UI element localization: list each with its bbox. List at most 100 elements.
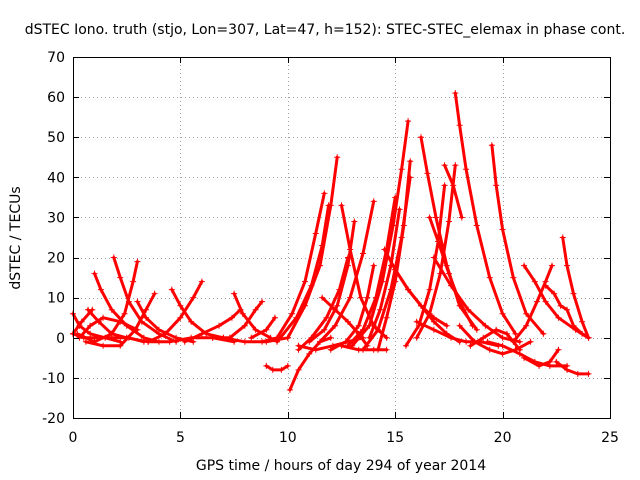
- data-point: [413, 334, 420, 341]
- data-point: [252, 306, 259, 313]
- series-line: [376, 159, 412, 352]
- series-line: [415, 320, 500, 348]
- data-point: [499, 226, 506, 233]
- data-point: [574, 370, 581, 377]
- data-point: [540, 330, 547, 337]
- data-point: [370, 346, 377, 353]
- data-point: [134, 258, 141, 265]
- x-tick-label: 0: [69, 430, 78, 446]
- data-point: [555, 346, 562, 353]
- data-point: [456, 122, 463, 129]
- y-tick-label: 10: [47, 291, 65, 307]
- y-tick-label: 0: [56, 331, 65, 347]
- data-series: [430, 254, 523, 345]
- data-point: [344, 318, 351, 325]
- data-point: [499, 342, 506, 349]
- data-point: [441, 182, 448, 189]
- data-point: [123, 334, 130, 341]
- data-point: [351, 218, 358, 225]
- data-point: [190, 338, 197, 345]
- y-tick-label: 20: [47, 251, 65, 267]
- data-point: [542, 298, 549, 305]
- data-point: [413, 318, 420, 325]
- data-point: [347, 294, 354, 301]
- plot-frame: [73, 57, 611, 419]
- data-point: [220, 334, 227, 341]
- data-point: [467, 342, 474, 349]
- data-point: [241, 338, 248, 345]
- data-point: [166, 338, 173, 345]
- data-point: [452, 162, 459, 169]
- data-series: [467, 326, 523, 353]
- data-series: [284, 154, 341, 341]
- data-point: [216, 322, 223, 329]
- data-point: [91, 270, 98, 277]
- data-point: [306, 350, 313, 357]
- data-point: [97, 286, 104, 293]
- data-point: [239, 310, 246, 317]
- data-point: [533, 298, 540, 305]
- data-point: [359, 250, 366, 257]
- data-point: [426, 286, 433, 293]
- series-line: [453, 91, 517, 336]
- data-point: [383, 314, 390, 321]
- data-point: [132, 326, 139, 333]
- data-point: [168, 286, 175, 293]
- data-point: [379, 278, 386, 285]
- data-point: [430, 326, 437, 333]
- data-point: [553, 358, 560, 365]
- data-point: [557, 302, 564, 309]
- plot-data: [70, 90, 592, 393]
- series-line: [75, 260, 139, 344]
- data-point: [342, 338, 349, 345]
- data-point: [512, 330, 519, 337]
- data-point: [510, 274, 517, 281]
- data-series: [553, 358, 592, 377]
- data-point: [317, 262, 324, 269]
- data-point: [424, 170, 431, 177]
- data-point: [564, 306, 571, 313]
- data-point: [516, 338, 523, 345]
- series-line: [264, 364, 290, 372]
- data-point: [405, 286, 412, 293]
- y-tick-label: 70: [47, 50, 65, 66]
- data-point: [108, 306, 115, 313]
- data-point: [493, 326, 500, 333]
- data-point: [338, 202, 345, 209]
- series-line: [554, 360, 590, 376]
- data-point: [473, 326, 480, 333]
- x-tick-label: 15: [386, 430, 404, 446]
- x-tick-label: 20: [494, 430, 512, 446]
- data-point: [531, 358, 538, 365]
- data-series: [338, 342, 390, 353]
- data-point: [445, 270, 452, 277]
- data-point: [286, 386, 293, 393]
- data-point: [151, 290, 158, 297]
- data-point: [188, 334, 195, 341]
- data-point: [549, 262, 556, 269]
- data-point: [493, 182, 500, 189]
- data-point: [263, 326, 270, 333]
- data-point: [357, 294, 364, 301]
- series-line: [170, 288, 225, 340]
- data-point: [143, 306, 150, 313]
- data-point: [469, 322, 476, 329]
- series-line: [86, 308, 129, 340]
- x-tick-label: 25: [601, 430, 619, 446]
- data-point: [78, 318, 85, 325]
- data-point: [301, 278, 308, 285]
- data-point: [564, 262, 571, 269]
- y-tick-label: 40: [47, 170, 65, 186]
- data-point: [295, 366, 302, 373]
- series-line: [340, 344, 389, 352]
- data-point: [252, 326, 259, 333]
- data-point: [445, 218, 452, 225]
- data-point: [579, 330, 586, 337]
- data-point: [321, 326, 328, 333]
- data-point: [579, 318, 586, 325]
- data-series: [317, 198, 377, 345]
- data-point: [274, 338, 281, 345]
- data-point: [117, 274, 124, 281]
- data-point: [486, 346, 493, 353]
